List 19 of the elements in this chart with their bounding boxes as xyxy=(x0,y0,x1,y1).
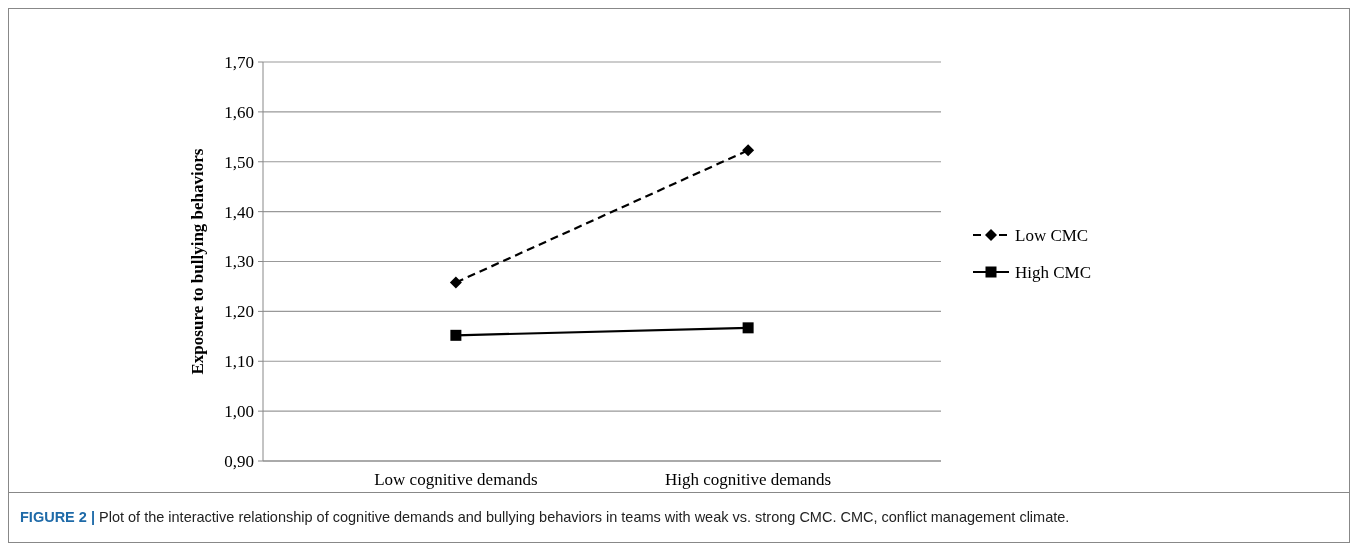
y-tick-label: 1,70 xyxy=(224,52,254,72)
legend-label: High CMC xyxy=(1015,262,1092,282)
point xyxy=(742,322,754,334)
y-tick-label: 0,90 xyxy=(224,451,254,471)
caption: FIGURE 2 | Plot of the interactive relationship of cognitive demands and bullying behaviors in teams with weak vs. strong CMC. CMC, conflict management climate. xyxy=(20,509,1070,525)
y-tick-label: 1,60 xyxy=(224,102,254,122)
y-tick-label: 1,20 xyxy=(224,302,254,322)
x-tick-label: Low cognitive demands xyxy=(374,470,538,489)
x-tick-label: High cognitive demands xyxy=(665,470,832,489)
y-tick-label: 1,40 xyxy=(224,202,254,222)
point xyxy=(742,144,755,157)
y-axis-title: Exposure to bullying behaviors xyxy=(188,148,207,375)
point xyxy=(450,329,462,341)
legend-label: Low CMC xyxy=(1015,225,1089,245)
y-tick-label: 1,30 xyxy=(224,252,254,272)
y-tick-label: 1,10 xyxy=(224,352,254,372)
point xyxy=(449,276,462,289)
y-tick-label: 1,50 xyxy=(224,152,254,172)
y-tick-label: 1,00 xyxy=(224,402,254,422)
